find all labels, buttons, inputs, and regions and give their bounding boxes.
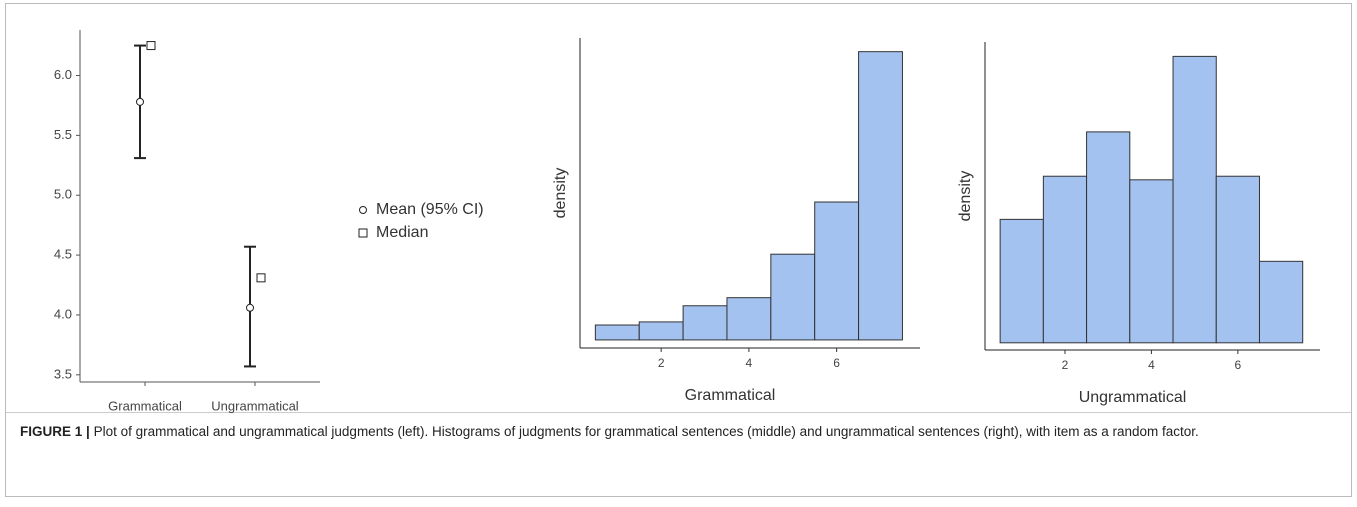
legend-symbol — [358, 228, 368, 238]
x-axis-label: Grammatical — [685, 387, 776, 404]
mean-point — [246, 303, 254, 312]
histogram-bar — [1086, 131, 1131, 344]
x-tick-label: Ungrammatical — [211, 398, 299, 413]
x-axis-label: Ungrammatical — [1079, 389, 1187, 406]
y-tick-label: 5.5 — [54, 127, 72, 142]
caption: FIGURE 1 | Plot of grammatical and ungra… — [20, 422, 1330, 442]
histogram-bar — [1172, 55, 1217, 344]
histogram-bar — [638, 321, 684, 341]
histogram-bar — [682, 305, 728, 341]
y-tick-label: 6.0 — [54, 67, 72, 82]
histogram-bar — [814, 201, 860, 341]
x-tick-label: 2 — [658, 356, 665, 370]
figure-frame — [5, 3, 1352, 497]
caption-text: Plot of grammatical and ungrammatical ju… — [93, 424, 1199, 439]
histogram-bar — [726, 297, 772, 341]
histogram-bar — [858, 51, 903, 341]
x-tick-label: 2 — [1062, 358, 1069, 372]
histogram-bar — [1215, 175, 1260, 344]
x-tick-label: 6 — [833, 356, 840, 370]
x-tick-label: Grammatical — [108, 398, 182, 413]
caption-label: FIGURE 1 | — [20, 424, 90, 439]
mean-point — [136, 97, 144, 106]
y-axis-label: density — [957, 171, 974, 222]
y-tick-label: 4.0 — [54, 306, 72, 321]
histogram-bar — [594, 324, 640, 341]
x-tick-label: 6 — [1235, 358, 1242, 372]
histogram-bar — [1258, 260, 1304, 344]
legend-label: Median — [376, 224, 428, 241]
y-tick-label: 3.5 — [54, 366, 72, 381]
x-tick-label: 4 — [1148, 358, 1155, 372]
x-tick-label: 4 — [746, 356, 753, 370]
y-tick-label: 4.5 — [54, 247, 72, 262]
median-point — [146, 41, 156, 51]
legend-label: Mean (95% CI) — [376, 201, 484, 218]
histogram-bar — [1129, 179, 1174, 344]
histogram-bar — [999, 218, 1044, 344]
y-tick-label: 5.0 — [54, 187, 72, 202]
y-axis-label: density — [552, 168, 569, 219]
histogram-bar — [1042, 175, 1088, 344]
legend-symbol — [359, 206, 367, 214]
histogram-bar — [770, 253, 816, 341]
median-point — [256, 273, 266, 283]
